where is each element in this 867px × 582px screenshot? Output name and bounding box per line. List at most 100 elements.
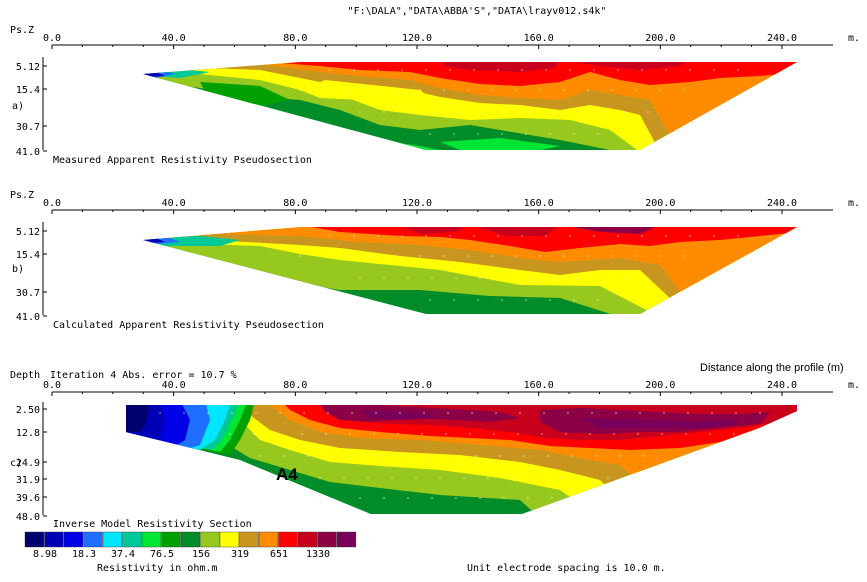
- legend-swatch: [64, 532, 83, 547]
- datum-point: [403, 455, 405, 457]
- datum-point: [307, 455, 309, 457]
- legend-label: 37.4: [111, 549, 135, 560]
- datum-point: [325, 433, 327, 435]
- datum-point: [431, 497, 433, 499]
- datum-point: [371, 255, 373, 257]
- datum-point: [607, 477, 609, 479]
- datum-point: [303, 412, 305, 414]
- datum-point: [615, 412, 617, 414]
- datum-point: [583, 477, 585, 479]
- depth-tick-label: 30.7: [16, 122, 40, 133]
- datum-point: [623, 111, 625, 113]
- datum-point: [599, 277, 601, 279]
- legend-swatch: [84, 532, 103, 547]
- datum-point: [733, 433, 735, 435]
- datum-point: [501, 133, 503, 135]
- datum-point: [619, 455, 621, 457]
- distance-label: Distance along the profile (m): [700, 362, 844, 374]
- legend-swatch: [279, 532, 298, 547]
- panel-c-unit: m.: [848, 380, 860, 391]
- datum-point: [495, 412, 497, 414]
- datum-point: [491, 255, 493, 257]
- datum-point: [319, 477, 321, 479]
- legend-swatch: [142, 532, 161, 547]
- iteration-text: Iteration 4 Abs. error = 10.7 %: [50, 370, 237, 381]
- datum-point: [563, 89, 565, 91]
- panel-c: Depth Iteration 4 Abs. error = 10.7 % Di…: [10, 362, 860, 530]
- datum-point: [371, 89, 373, 91]
- datum-point: [429, 133, 431, 135]
- datum-point: [525, 133, 527, 135]
- panel-c-axis-title: Depth: [10, 370, 40, 381]
- datum-point: [593, 69, 595, 71]
- datum-point: [663, 412, 665, 414]
- electrode-spacing-note: Unit electrode spacing is 10.0 m.: [467, 563, 666, 574]
- datum-point: [415, 477, 417, 479]
- datum-point: [347, 89, 349, 91]
- datum-point: [353, 235, 355, 237]
- datum-point: [327, 412, 329, 414]
- datum-point: [401, 235, 403, 237]
- datum-point: [477, 299, 479, 301]
- datum-point: [349, 433, 351, 435]
- datum-point: [467, 89, 469, 91]
- datum-point: [641, 69, 643, 71]
- legend-swatch: [298, 532, 317, 547]
- datum-point: [395, 89, 397, 91]
- datum-point: [519, 412, 521, 414]
- x-tick-label: 160.0: [524, 198, 554, 209]
- datum-point: [255, 412, 257, 414]
- datum-point: [573, 133, 575, 135]
- datum-point: [451, 455, 453, 457]
- datum-point: [355, 455, 357, 457]
- panel-a-caption: Measured Apparent Resistivity Pseudosect…: [53, 155, 312, 166]
- panel-a-letter: a): [12, 101, 24, 112]
- datum-point: [737, 69, 739, 71]
- x-tick-label: 120.0: [402, 380, 432, 391]
- datum-point: [431, 277, 433, 279]
- datum-point: [551, 111, 553, 113]
- datum-point: [443, 89, 445, 91]
- datum-point: [711, 412, 713, 414]
- datum-point: [359, 277, 361, 279]
- legend-swatch: [220, 532, 239, 547]
- legend-swatch: [259, 532, 278, 547]
- panel-a-x-ticks: 0.0 40.0 80.0 120.0 160.0 200.0 240.0: [43, 33, 797, 49]
- datum-point: [391, 477, 393, 479]
- datum-point: [659, 255, 661, 257]
- legend-swatch: [240, 532, 259, 547]
- datum-point: [683, 89, 685, 91]
- datum-point: [665, 69, 667, 71]
- datum-point: [469, 433, 471, 435]
- datum-point: [401, 69, 403, 71]
- panel-a-axis-title: Ps.Z: [10, 25, 34, 36]
- datum-point: [471, 412, 473, 414]
- datum-point: [539, 255, 541, 257]
- legend-label: 8.98: [33, 549, 57, 560]
- datum-point: [665, 235, 667, 237]
- datum-point: [359, 111, 361, 113]
- datum-point: [527, 111, 529, 113]
- datum-point: [737, 235, 739, 237]
- datum-point: [453, 133, 455, 135]
- datum-point: [367, 477, 369, 479]
- datum-point: [597, 133, 599, 135]
- datum-point: [659, 89, 661, 91]
- datum-point: [347, 255, 349, 257]
- datum-point: [565, 433, 567, 435]
- datum-point: [207, 412, 209, 414]
- datum-point: [343, 477, 345, 479]
- datum-point: [551, 497, 553, 499]
- legend-swatch: [162, 532, 181, 547]
- legend-swatch: [201, 532, 220, 547]
- legend-swatches: [25, 532, 356, 547]
- datum-point: [641, 235, 643, 237]
- x-tick-label: 40.0: [162, 33, 186, 44]
- x-tick-label: 40.0: [162, 198, 186, 209]
- datum-point: [527, 497, 529, 499]
- datum-point: [547, 455, 549, 457]
- datum-point: [709, 433, 711, 435]
- datum-point: [575, 111, 577, 113]
- datum-point: [521, 69, 523, 71]
